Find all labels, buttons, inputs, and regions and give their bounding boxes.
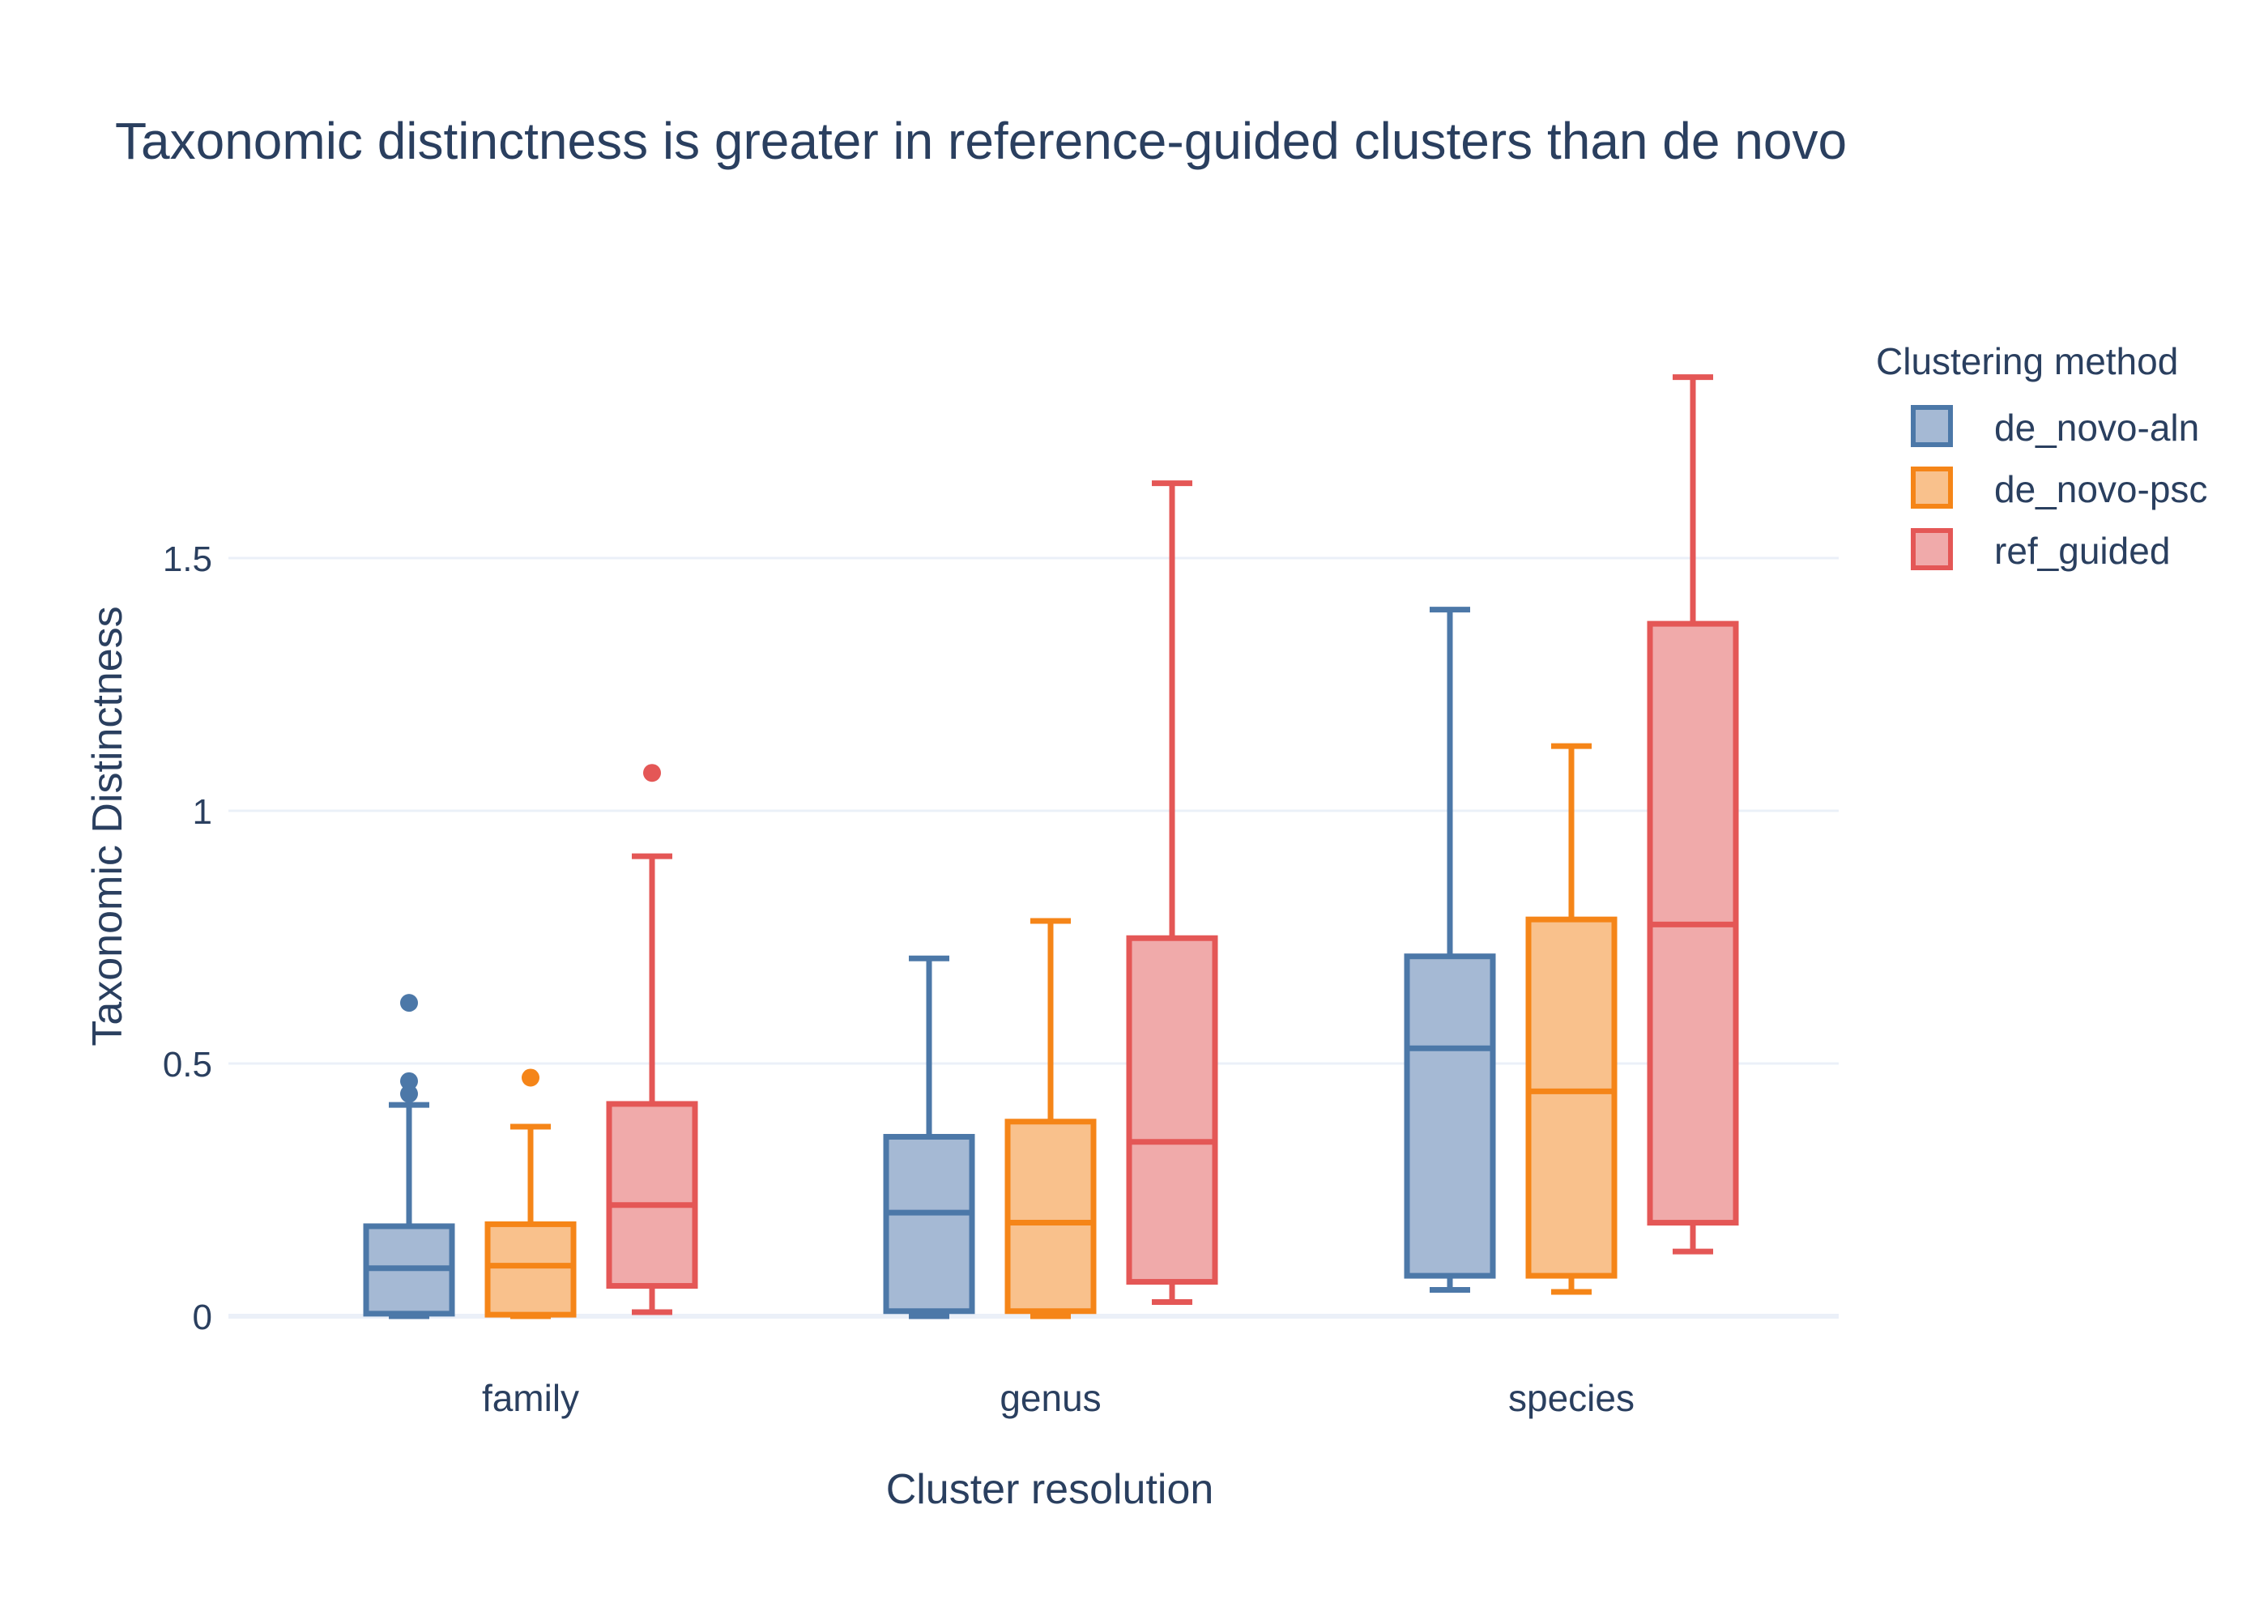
y-tick-label: 0 <box>193 1298 212 1337</box>
iqr-box <box>1004 1119 1097 1315</box>
series-ref_guided <box>606 374 1739 1315</box>
box-ref_guided-species <box>1647 374 1739 1255</box>
legend-item-de_novo-aln: de_novo-aln <box>1911 405 2199 449</box>
iqr-box <box>883 1133 975 1315</box>
legend-swatch <box>1911 467 1953 509</box>
chart-title: Taxonomic distinctness is greater in ref… <box>115 112 1847 170</box>
y-axis-title: Taxonomic Distinctness <box>84 606 131 1046</box>
iqr-box <box>1404 953 1496 1279</box>
outlier-point <box>522 1068 539 1087</box>
iqr-box <box>1525 916 1618 1279</box>
legend-item-ref_guided: ref_guided <box>1911 528 2170 572</box>
outlier-point <box>643 764 661 782</box>
x-tick-label-genus: genus <box>1000 1377 1101 1419</box>
box-traces <box>363 374 1739 1319</box>
legend-title: Clustering method <box>1876 340 2178 382</box>
axes: 0 0.5 1 1.5 family genus species <box>163 539 1635 1419</box>
box-de_novo-aln-family <box>363 994 455 1319</box>
iqr-box <box>1126 935 1218 1285</box>
legend-item-de_novo-psc: de_novo-psc <box>1911 467 2207 510</box>
legend-label: de_novo-psc <box>1994 468 2207 510</box>
box-de_novo-aln-genus <box>883 955 975 1319</box>
legend-swatch <box>1911 405 1953 447</box>
legend-items: de_novo-aln de_novo-psc ref_guided <box>1911 405 2207 572</box>
box-ref_guided-genus <box>1126 480 1218 1306</box>
legend: Clustering method de_novo-aln de_novo-psc… <box>1876 340 2207 572</box>
y-tick-label: 0.5 <box>163 1045 212 1085</box>
series-de_novo-aln <box>363 607 1496 1319</box>
legend-label: ref_guided <box>1994 530 2170 572</box>
x-tick-label-family: family <box>482 1377 579 1419</box>
outlier-point <box>400 1085 418 1103</box>
box-de_novo-psc-genus <box>1004 918 1097 1319</box>
series-de_novo-psc <box>484 743 1618 1319</box>
outlier-point <box>400 994 418 1012</box>
box-de_novo-aln-species <box>1404 607 1496 1294</box>
x-tick-label-species: species <box>1508 1377 1635 1419</box>
box-ref_guided-family <box>606 764 698 1315</box>
box-de_novo-psc-family <box>484 1068 577 1319</box>
x-axis-title: Cluster resolution <box>886 1466 1214 1513</box>
iqr-box <box>484 1221 577 1318</box>
iqr-box <box>606 1101 698 1289</box>
legend-swatch <box>1911 528 1953 570</box>
y-tick-label: 1 <box>193 792 212 832</box>
outlier-point <box>400 1072 418 1090</box>
y-tick-label: 1.5 <box>163 539 212 579</box>
box-de_novo-psc-species <box>1525 743 1618 1295</box>
legend-label: de_novo-aln <box>1994 407 2199 449</box>
